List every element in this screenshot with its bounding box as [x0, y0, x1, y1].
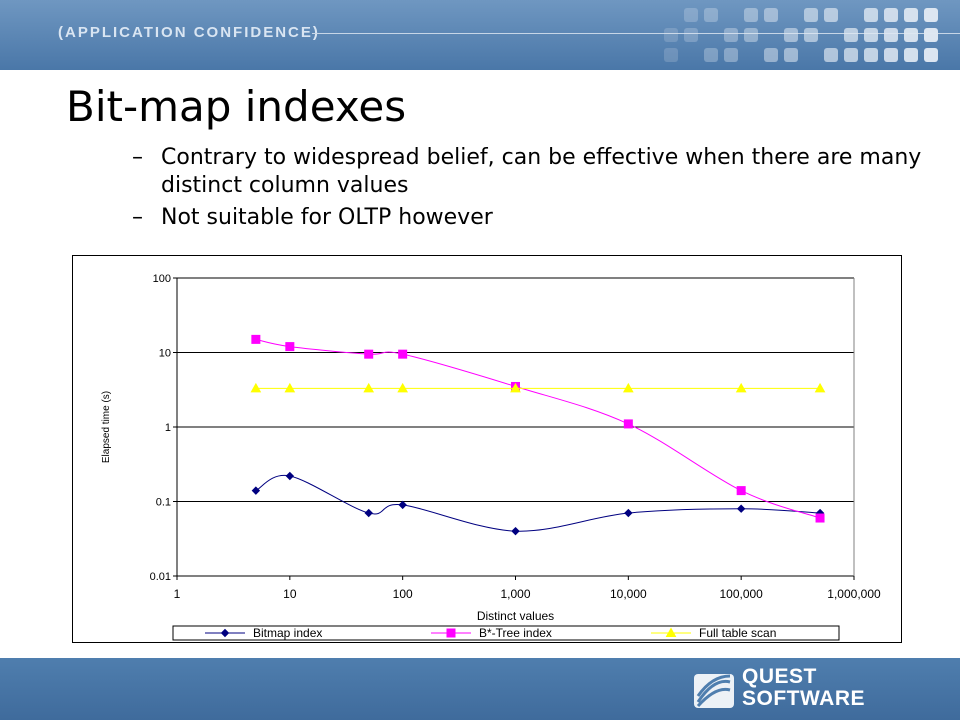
y-tick-label: 10 [159, 348, 171, 360]
data-point [250, 382, 262, 393]
x-axis-title: Distinct values [477, 609, 554, 623]
decorative-dot [684, 28, 698, 42]
y-tick-label: 1 [165, 422, 171, 434]
data-point [624, 508, 633, 518]
data-point [814, 382, 826, 393]
bullet-list: – Contrary to widespread belief, can be e… [128, 144, 928, 236]
x-tick-label: 10 [283, 587, 297, 601]
decorative-dot [724, 28, 738, 42]
decorative-dot [764, 8, 778, 22]
data-point [511, 526, 520, 536]
y-tick-label: 100 [153, 273, 171, 285]
banner-rule [312, 33, 960, 34]
data-point [251, 486, 261, 495]
decorative-dot [744, 8, 758, 22]
x-tick-label: 1,000 [500, 587, 530, 601]
decorative-dot [684, 8, 698, 22]
data-point [510, 382, 521, 393]
decorative-dots [644, 6, 944, 64]
x-tick-label: 1,000,000 [827, 587, 881, 601]
decorative-dot [884, 28, 898, 42]
data-point [735, 382, 747, 393]
decorative-dot [664, 48, 678, 62]
x-tick-label: 10,000 [610, 587, 647, 601]
logo-text: QUEST SOFTWARE [742, 666, 865, 710]
data-point [736, 486, 746, 496]
decorative-dot [904, 48, 918, 62]
data-point [622, 382, 634, 393]
quest-software-logo: QUEST SOFTWARE [692, 666, 922, 714]
data-point [285, 342, 295, 352]
bullet-text: Contrary to widespread belief, can be ef… [161, 145, 922, 198]
data-point [251, 334, 261, 344]
legend-label: B*-Tree index [479, 626, 552, 640]
data-point [364, 349, 374, 359]
x-tick-label: 100 [393, 587, 413, 601]
top-banner: (APPLICATION CONFIDENCE) [0, 0, 960, 70]
x-tick-label: 100,000 [719, 587, 763, 601]
data-point [363, 382, 375, 393]
legend-label: Bitmap index [253, 626, 322, 640]
x-tick-label: 1 [174, 587, 181, 601]
decorative-dot [924, 8, 938, 22]
legend-marker [446, 628, 456, 638]
quest-logo-icon [694, 674, 734, 708]
chart-frame: 0.01 0.1 1 10 100 1 10 100 1,000 10,000 100,000 1,0… [72, 255, 902, 643]
data-point [815, 513, 825, 523]
decorative-dot [724, 48, 738, 62]
line-chart: 0.01 0.1 1 10 100 1 10 100 1,000 10,000 100,000 1,0… [101, 273, 881, 641]
decorative-dot [844, 48, 858, 62]
decorative-dot [864, 28, 878, 42]
decorative-dot [904, 8, 918, 22]
data-point [285, 471, 295, 481]
data-point [623, 419, 633, 429]
decorative-dot [704, 8, 718, 22]
decorative-dot [804, 8, 818, 22]
decorative-dot [884, 48, 898, 62]
legend-marker [665, 627, 677, 637]
decorative-dot [864, 8, 878, 22]
decorative-dot [844, 28, 858, 42]
bullet-text: Not suitable for OLTP however [161, 205, 493, 230]
data-point [397, 382, 409, 393]
decorative-dot [824, 8, 838, 22]
logo-line-1: QUEST [742, 665, 817, 688]
decorative-dot [704, 48, 718, 62]
bullet-item: – Contrary to widespread belief, can be e… [128, 144, 928, 200]
decorative-dot [864, 48, 878, 62]
series-line-2 [255, 338, 821, 519]
data-point [284, 382, 296, 393]
legend-marker [220, 628, 230, 638]
data-point [398, 500, 407, 510]
y-tick-label: 0.01 [150, 571, 171, 583]
data-point [398, 349, 408, 359]
legend-label: Full table scan [699, 626, 776, 640]
decorative-dot [804, 28, 818, 42]
dash-icon: – [132, 145, 143, 170]
decorative-dot [744, 28, 758, 42]
y-axis-title: Elapsed time (s) [101, 391, 112, 463]
bullet-item: – Not suitable for OLTP however [128, 204, 928, 232]
slide-title: Bit-map indexes [66, 82, 407, 131]
dash-icon: – [132, 205, 143, 230]
decorative-dot [824, 48, 838, 62]
decorative-dot [904, 28, 918, 42]
decorative-dot [924, 48, 938, 62]
decorative-dot [764, 48, 778, 62]
data-point [736, 504, 746, 513]
decorative-dot [664, 28, 678, 42]
series-line-1 [255, 474, 821, 532]
logo-line-2: SOFTWARE [742, 687, 865, 710]
bottom-banner [0, 658, 960, 720]
decorative-dot [784, 48, 798, 62]
tagline: (APPLICATION CONFIDENCE) [58, 24, 320, 41]
decorative-dot [924, 28, 938, 42]
y-tick-label: 0.1 [156, 497, 171, 509]
decorative-dot [784, 28, 798, 42]
decorative-dot [884, 8, 898, 22]
data-point [364, 508, 373, 518]
